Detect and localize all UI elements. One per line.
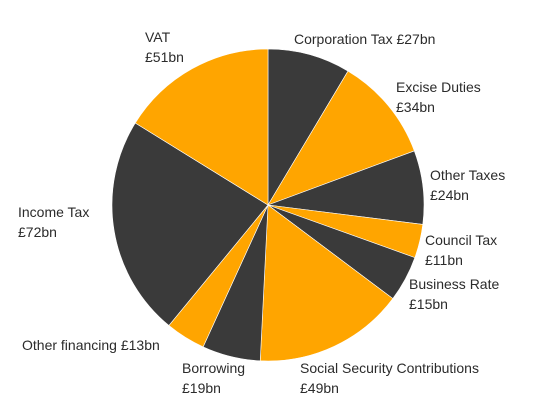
label-borrowing: Borrowing: [182, 360, 245, 376]
label-other-financing: Other financing £13bn: [22, 337, 160, 353]
amount-business-rate: £15bn: [409, 296, 448, 312]
slice-labels: Corporation Tax £27bn Excise Duties £34b…: [18, 29, 505, 396]
amount-social-security: £49bn: [300, 380, 339, 396]
amount-vat: £51bn: [145, 49, 184, 65]
label-income-tax: Income Tax: [18, 204, 89, 220]
pie-slices: [111, 48, 425, 362]
label-corporation-tax: Corporation Tax £27bn: [294, 31, 435, 47]
label-vat: VAT: [145, 29, 171, 45]
pie-slice-vat: [134, 48, 269, 206]
label-excise-duties: Excise Duties: [396, 79, 481, 95]
pie-slice-social-security-contributions: [259, 204, 394, 362]
amount-borrowing: £19bn: [182, 380, 221, 396]
label-council-tax: Council Tax: [425, 232, 497, 248]
label-other-taxes: Other Taxes: [430, 167, 505, 183]
amount-council-tax: £11bn: [425, 252, 463, 268]
amount-other-taxes: £24bn: [430, 187, 469, 203]
amount-income-tax: £72bn: [18, 224, 57, 240]
pie-slice-corporation-tax: [267, 48, 349, 207]
label-social-security: Social Security Contributions: [300, 360, 479, 376]
label-business-rate: Business Rate: [409, 276, 499, 292]
pie-slice-excise-duties: [267, 70, 415, 206]
pie-slice-income-tax: [111, 122, 269, 326]
amount-excise-duties: £34bn: [396, 99, 435, 115]
